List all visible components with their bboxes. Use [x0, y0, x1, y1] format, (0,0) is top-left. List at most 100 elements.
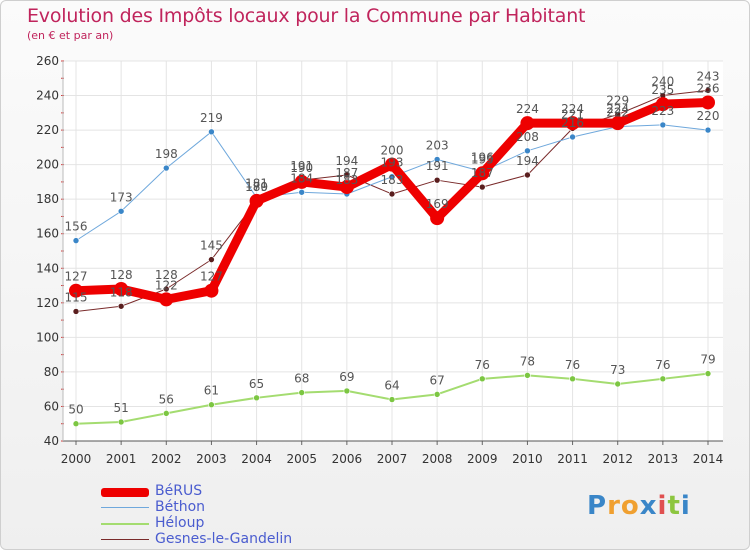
logo-letter: r — [607, 491, 621, 521]
data-point — [659, 375, 667, 383]
data-label: 240 — [651, 75, 674, 89]
data-point — [117, 302, 125, 310]
x-tick-label: 2013 — [648, 452, 679, 466]
logo-letter: P — [587, 491, 608, 521]
logo-letter: x — [639, 491, 658, 521]
x-tick-label: 2009 — [467, 452, 498, 466]
data-label: 180 — [245, 180, 268, 194]
legend-item-heloup[interactable]: Héloup — [101, 515, 361, 532]
data-point — [298, 389, 306, 396]
data-label: 224 — [606, 102, 629, 116]
data-point — [614, 380, 622, 388]
x-tick-label: 2004 — [241, 452, 272, 466]
logo-letter: o — [620, 491, 640, 521]
data-label: 50 — [68, 403, 83, 417]
data-point — [610, 116, 625, 131]
data-label: 179 — [245, 180, 268, 194]
data-label: 191 — [426, 159, 449, 173]
data-label: 203 — [426, 138, 449, 152]
data-label: 191 — [290, 159, 313, 173]
y-tick-label: 60 — [44, 399, 59, 413]
data-point — [69, 283, 83, 298]
legend-swatch-bethon — [101, 507, 149, 508]
data-label: 181 — [245, 176, 268, 190]
x-tick-label: 2000 — [61, 452, 92, 466]
data-label: 198 — [155, 147, 178, 161]
data-point — [659, 121, 667, 129]
x-tick-label: 2007 — [377, 452, 408, 466]
data-label: 221 — [561, 107, 584, 121]
x-tick-label: 2008 — [422, 452, 453, 466]
data-label: 236 — [697, 81, 720, 95]
data-point — [249, 193, 264, 208]
data-point — [162, 164, 170, 172]
data-point — [704, 87, 712, 94]
legend-label: BéRUS — [155, 483, 203, 499]
data-point — [701, 95, 715, 110]
data-point — [159, 292, 174, 307]
data-label: 115 — [65, 290, 88, 304]
data-point — [117, 418, 125, 426]
logo-letter: t — [667, 491, 681, 521]
logo-letter: i — [657, 491, 668, 521]
data-point — [655, 97, 670, 112]
data-label: 145 — [200, 239, 223, 253]
data-point — [208, 256, 215, 263]
x-tick-label: 2001 — [106, 452, 137, 466]
data-label: 194 — [335, 154, 358, 168]
data-point — [433, 391, 441, 398]
data-point — [704, 370, 712, 377]
data-label: 51 — [114, 401, 129, 415]
data-label: 69 — [339, 370, 354, 384]
data-point — [298, 188, 306, 196]
logo-letter: i — [680, 491, 691, 521]
y-tick-label: 220 — [36, 123, 59, 137]
data-point — [208, 128, 215, 136]
data-label: 56 — [159, 392, 174, 406]
data-label: 235 — [651, 83, 674, 97]
data-label: 173 — [110, 190, 133, 204]
y-tick-label: 260 — [36, 54, 59, 68]
legend-item-berus[interactable]: BéRUS — [101, 483, 361, 500]
data-point — [339, 180, 354, 195]
data-point — [343, 171, 351, 179]
data-label: 156 — [65, 220, 88, 234]
data-label: 118 — [110, 285, 133, 299]
data-label: 68 — [294, 372, 309, 386]
data-label: 128 — [110, 268, 133, 282]
legend-swatch-gesnes — [101, 539, 149, 540]
data-point — [433, 176, 441, 184]
data-label: 65 — [249, 377, 264, 391]
legend-label: Héloup — [155, 515, 205, 531]
data-point — [569, 133, 576, 141]
data-point — [478, 375, 486, 383]
legend-item-bethon[interactable]: Béthon — [101, 499, 361, 516]
data-point — [475, 166, 490, 181]
data-label: 169 — [426, 197, 449, 211]
x-tick-label: 2010 — [512, 452, 543, 466]
data-label: 224 — [561, 102, 584, 116]
data-point — [72, 237, 80, 244]
data-point — [430, 211, 445, 226]
data-label: 195 — [471, 152, 494, 166]
data-point — [72, 308, 80, 315]
data-point — [388, 396, 396, 403]
data-label: 76 — [655, 358, 670, 372]
data-label: 190 — [290, 161, 313, 175]
data-label: 220 — [697, 109, 720, 123]
y-tick-label: 120 — [36, 296, 59, 310]
legend-item-gesnes[interactable]: Gesnes-le-Gandelin — [101, 531, 361, 548]
y-tick-label: 240 — [36, 89, 59, 103]
data-label: 216 — [561, 116, 584, 130]
data-point — [565, 116, 580, 131]
data-point — [478, 183, 486, 191]
x-tick-label: 2003 — [196, 452, 227, 466]
x-tick-label: 2006 — [332, 452, 363, 466]
data-point — [520, 116, 535, 131]
y-tick-label: 40 — [44, 434, 59, 448]
x-tick-label: 2011 — [557, 452, 588, 466]
chart-title: Evolution des Impôts locaux pour la Comm… — [27, 5, 586, 27]
x-tick-label: 2014 — [693, 452, 724, 466]
